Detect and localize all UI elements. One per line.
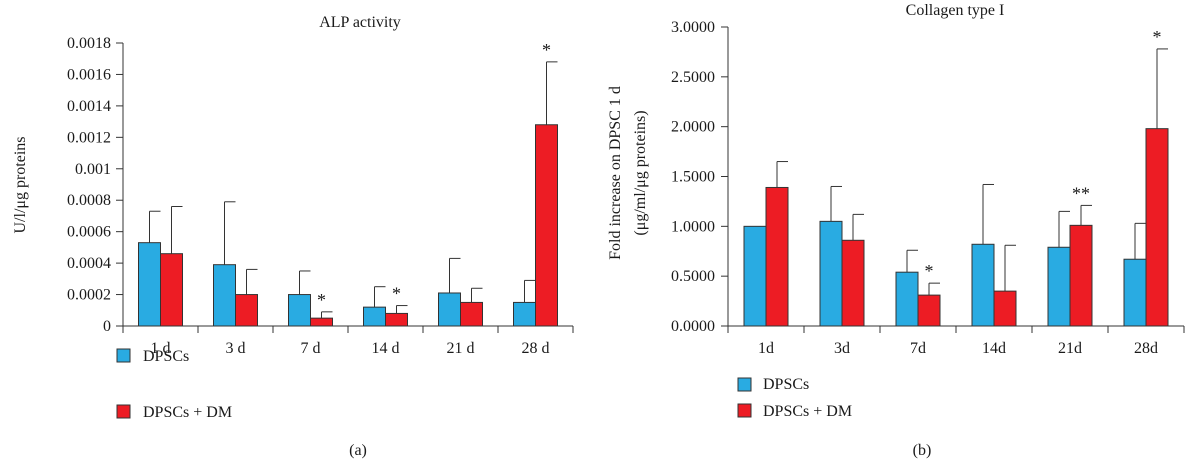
chart-a-y-tick-label: 0.0016: [67, 66, 111, 83]
chart-b-bar-dpscs-dm-28d: [1145, 128, 1169, 327]
chart-b-y-tick-label: 0.0000: [671, 318, 715, 335]
legend-swatch-dpscs: [737, 377, 752, 392]
chart-a-x-tick-label: 28 d: [522, 340, 550, 357]
chart-a-bar-dpscs-14-d: [363, 306, 386, 327]
panel-label-a: (a): [349, 442, 367, 459]
chart-a-bar-dpscs-1-d: [138, 242, 161, 327]
chart-a-x-tick-label: 14 d: [372, 340, 400, 357]
chart-a-bar-dpscs-dm-21-d: [460, 301, 483, 327]
legend-label-dpscs: DPSCs: [763, 376, 809, 393]
chart-a-bar-dpscs-dm-1-d: [160, 253, 183, 327]
chart-b-y-tick-label: 2.0000: [671, 119, 715, 136]
chart-a-bar-dpscs-dm-7-d: [310, 317, 333, 327]
chart-a-y-tick-label: 0.0012: [67, 129, 111, 146]
chart-a-bar-dpscs-3-d: [213, 264, 236, 327]
chart-a-significance-marker: *: [317, 290, 326, 310]
chart-a-y-tick-label: 0.0002: [67, 287, 111, 304]
chart-b-bar-dpscs-3d: [819, 220, 843, 327]
chart-b-bar-dpscs-21d: [1047, 246, 1071, 327]
chart-b-significance-marker: *: [925, 261, 934, 281]
chart-b-bar-dpscs-dm-3d: [841, 239, 865, 327]
chart-a-title: ALP activity: [319, 14, 401, 31]
chart-a-y-tick-label: 0.0008: [67, 192, 111, 209]
legend-swatch-dpscs: [116, 348, 131, 363]
chart-b-bar-dpscs-28d: [1123, 258, 1147, 327]
chart-b-y-tick-label: 3.0000: [671, 19, 715, 36]
panel-label-b: (b): [913, 442, 932, 459]
chart-b-y-tick-label: 1.0000: [671, 218, 715, 235]
chart-b-y-axis-label-2: (μg/ml/μg proteins): [632, 110, 649, 235]
chart-b-legend: DPSCs DPSCs + DM: [737, 376, 852, 420]
chart-b-y-tick-label: 0.5000: [671, 268, 715, 285]
chart-b-x-tick-label: 21d: [1058, 340, 1082, 357]
chart-a-y-tick-label: 0.0018: [67, 35, 111, 52]
chart-a-x-tick-label: 7 d: [301, 340, 321, 357]
chart-a-y-tick-label: 0.0014: [67, 98, 111, 115]
chart-b-significance-marker: **: [1072, 183, 1090, 203]
chart-a-y-tick-label: 0.0004: [67, 255, 111, 272]
chart-a-significance-marker: *: [392, 284, 401, 304]
chart-a-legend: DPSCs DPSCs + DM: [116, 348, 232, 421]
chart-b-title: Collagen type I: [906, 2, 1005, 19]
chart-b-bar-dpscs-dm-14d: [993, 290, 1017, 327]
chart-a-bar-dpscs-7-d: [288, 294, 311, 327]
chart-a-y-tick-label: 0: [103, 318, 111, 335]
legend-label-dpscs-dm: DPSCs + DM: [143, 404, 232, 421]
chart-a-bar-dpscs-dm-14-d: [385, 312, 408, 327]
chart-b-x-tick-label: 1d: [758, 340, 774, 357]
chart-b-bar-dpscs-dm-7d: [917, 294, 941, 327]
chart-b-y-tick-label: 2.5000: [671, 69, 715, 86]
chart-b-x-tick-label: 14d: [982, 340, 1006, 357]
chart-b-x-tick-label: 28d: [1134, 340, 1158, 357]
chart-b-y-tick-label: 1.5000: [671, 169, 715, 186]
chart-a-significance-marker: *: [542, 40, 551, 60]
chart-b-bar-dpscs-dm-1d: [765, 186, 789, 327]
legend-swatch-dpscs-dm: [116, 404, 131, 419]
chart-b-x-tick-label: 7d: [910, 340, 926, 357]
chart-a-y-tick-label: 0.0006: [67, 224, 111, 241]
chart-b: Collagen type I Fold increase on DPSC 1 …: [607, 2, 1185, 459]
chart-a-bar-dpscs-28-d: [513, 301, 536, 327]
chart-a-bar-dpscs-dm-28-d: [535, 124, 558, 327]
chart-a-y-tick-label: 0.001: [75, 161, 111, 178]
legend-label-dpscs: DPSCs: [143, 348, 189, 365]
chart-b-y-axis-label: Fold increase on DPSC 1 d: [607, 86, 624, 260]
chart-a-x-tick-label: 1 d: [151, 340, 171, 357]
chart-a-bar-dpscs-21-d: [438, 292, 461, 327]
chart-a: ALP activity U/l/μg proteins DPSCs DPSCs…: [12, 14, 574, 459]
chart-a-bar-dpscs-dm-3-d: [235, 294, 258, 327]
chart-a-x-tick-label: 3 d: [226, 340, 246, 357]
legend-label-dpscs-dm: DPSCs + DM: [763, 403, 852, 420]
chart-b-bar-dpscs-14d: [971, 243, 995, 327]
chart-b-x-tick-label: 3d: [834, 340, 850, 357]
chart-b-significance-marker: *: [1153, 27, 1162, 47]
legend-swatch-dpscs-dm: [737, 403, 752, 418]
chart-b-bar-dpscs-dm-21d: [1069, 224, 1093, 327]
chart-b-bar-dpscs-1d: [743, 225, 767, 327]
chart-a-x-tick-label: 21 d: [447, 340, 475, 357]
chart-a-y-axis-label: U/l/μg proteins: [12, 136, 29, 233]
chart-b-bar-dpscs-7d: [895, 271, 919, 327]
